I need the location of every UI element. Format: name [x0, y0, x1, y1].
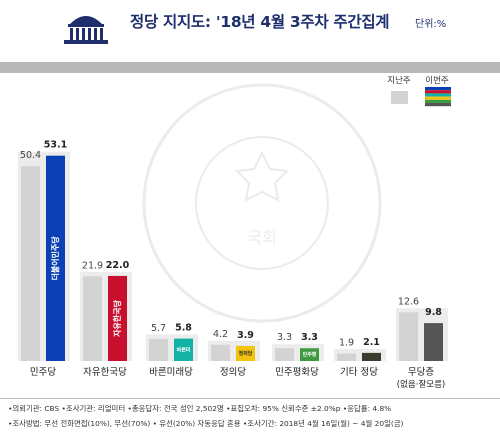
data-label-previous: 5.7	[151, 323, 166, 334]
category-label: 민주평화당	[275, 367, 319, 378]
category-label: 정의당	[220, 367, 246, 378]
unit-label: 단위:%	[415, 19, 447, 30]
header-divider-bar	[0, 62, 500, 73]
survey-notes: •의뢰기관: CBS •조사기관: 리얼미터 •총응답자: 전국 성인 2,50…	[0, 398, 500, 438]
data-label-current: 22.0	[106, 260, 130, 271]
bar-previous	[149, 338, 168, 361]
bar-previous	[83, 276, 102, 361]
bar-party-logo-text: 민주평	[303, 351, 317, 358]
legend-swatch-current	[425, 93, 451, 97]
bar-current	[300, 348, 319, 361]
data-label-previous: 4.2	[213, 329, 228, 340]
notes-divider	[0, 398, 500, 399]
bar-group: 1.9 2.1 기타 정당	[334, 337, 386, 378]
data-label-current: 9.8	[425, 307, 442, 318]
bar-party-logo-text: 정의당	[239, 350, 253, 357]
bar-current	[362, 352, 381, 361]
category-label: 기타 정당	[340, 367, 378, 378]
legend-label-current: 이번주	[425, 75, 449, 86]
legend-swatch-current	[425, 87, 451, 91]
category-label: 바른미래당	[149, 367, 193, 378]
bar-current	[236, 345, 255, 361]
category-label: 무당층	[408, 367, 434, 378]
data-label-current: 3.9	[237, 330, 254, 341]
bar-previous	[275, 348, 294, 361]
bar-party-logo-text: 바른미	[177, 346, 191, 353]
bar-party-logo-text: 더불어민주당	[50, 236, 60, 281]
legend-label-previous: 지난주	[387, 76, 411, 86]
national-assembly-dome-icon	[64, 16, 108, 44]
category-label: 민주당	[30, 367, 56, 378]
header: 정당 지지도: '18년 4월 3주차 주간집계 단위:%	[0, 0, 500, 62]
watermark-outer-ring	[142, 83, 382, 323]
legend-swatch-previous	[391, 91, 408, 104]
watermark-inner-ring	[195, 136, 329, 270]
watermark-flower-icon	[234, 150, 290, 202]
data-label-current: 5.8	[175, 323, 192, 334]
legend-swatch-current	[425, 103, 451, 107]
bar-previous	[211, 344, 230, 361]
bar-previous	[399, 312, 418, 361]
bar-current	[424, 323, 443, 361]
data-label-current: 53.1	[44, 140, 67, 151]
bar-previous	[21, 166, 40, 361]
data-label-previous: 21.9	[82, 260, 103, 271]
legend: 지난주 이번주	[387, 75, 451, 107]
category-sublabel: (없음·잘모름)	[397, 379, 445, 390]
data-label-current: 3.3	[301, 332, 318, 343]
bar-current	[174, 338, 193, 361]
survey-notes-line-1: •의뢰기관: CBS •조사기관: 리얼미터 •총응답자: 전국 성인 2,50…	[8, 404, 392, 413]
bar-previous	[337, 353, 356, 361]
data-label-previous: 1.9	[339, 338, 354, 349]
legend-swatch-current	[425, 90, 451, 94]
data-label-current: 2.1	[363, 337, 380, 348]
data-label-previous: 50.4	[20, 150, 41, 161]
bar-current	[108, 275, 127, 361]
survey-notes-line-2: •조사방법: 무선 전화면접(10%), 무선(70%) • 유선(20%) 자…	[8, 419, 404, 428]
data-label-previous: 3.3	[277, 332, 292, 343]
chart-title: 정당 지지도: '18년 4월 3주차 주간집계	[130, 13, 390, 31]
watermark-text: 국회	[247, 228, 276, 247]
legend-swatch-current	[425, 99, 451, 103]
bar-group: 12.6 9.8 무당층(없음·잘모름)	[396, 296, 448, 390]
watermark-emblem: 국회	[142, 83, 382, 323]
bar-party-logo-text: 자유한국당	[112, 299, 122, 336]
bar-current	[46, 155, 65, 361]
legend-swatch-current	[425, 96, 451, 100]
data-label-previous: 12.6	[398, 296, 419, 307]
category-label: 자유한국당	[83, 367, 127, 378]
